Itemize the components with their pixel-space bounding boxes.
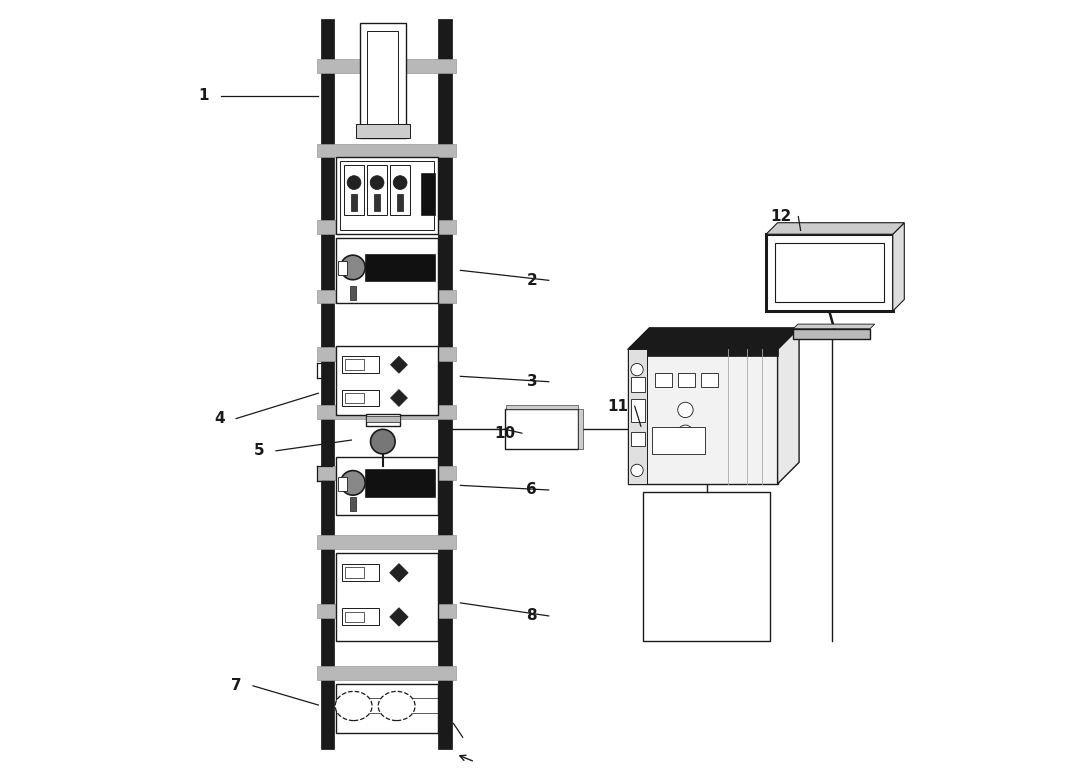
Bar <box>700 373 718 387</box>
Bar <box>317 290 455 303</box>
Bar <box>338 261 346 275</box>
Bar <box>317 59 455 73</box>
Bar <box>342 389 379 406</box>
Bar <box>628 349 647 484</box>
Bar <box>678 373 695 387</box>
Bar <box>336 553 438 641</box>
Bar <box>628 349 778 356</box>
Bar <box>506 405 578 409</box>
Text: 8: 8 <box>527 608 537 624</box>
Bar <box>340 161 434 230</box>
Text: 1: 1 <box>199 88 209 104</box>
Bar <box>390 165 410 215</box>
Circle shape <box>341 471 365 495</box>
Circle shape <box>631 363 643 376</box>
Bar <box>317 347 455 361</box>
Bar <box>365 253 435 281</box>
Bar <box>317 666 455 680</box>
Bar <box>345 359 365 370</box>
Ellipse shape <box>336 691 372 720</box>
Polygon shape <box>390 607 408 626</box>
Bar <box>421 173 435 215</box>
Bar <box>366 416 399 422</box>
Bar <box>336 684 438 733</box>
Bar <box>350 497 356 511</box>
Bar <box>359 23 406 138</box>
Circle shape <box>370 429 395 454</box>
Circle shape <box>631 464 643 476</box>
Bar <box>365 469 435 497</box>
Text: 11: 11 <box>607 399 628 414</box>
Bar <box>351 194 357 211</box>
Bar <box>366 414 399 426</box>
Bar <box>342 608 379 625</box>
Circle shape <box>678 402 693 418</box>
Bar <box>317 405 455 419</box>
Bar <box>350 286 356 300</box>
Bar <box>317 220 455 234</box>
Bar <box>336 457 438 515</box>
Circle shape <box>347 176 361 190</box>
Circle shape <box>678 425 693 441</box>
Polygon shape <box>793 324 875 329</box>
Bar <box>793 329 870 339</box>
Polygon shape <box>892 223 904 311</box>
Bar <box>345 568 365 578</box>
Bar <box>628 349 778 484</box>
Circle shape <box>393 176 407 190</box>
Bar <box>776 243 884 302</box>
Text: 12: 12 <box>770 209 792 224</box>
Bar <box>397 194 404 211</box>
Bar <box>374 194 380 211</box>
Bar <box>343 165 365 215</box>
Polygon shape <box>628 328 800 349</box>
Polygon shape <box>390 564 408 582</box>
Bar <box>505 409 578 449</box>
Text: 4: 4 <box>214 411 224 426</box>
Bar <box>356 124 410 138</box>
Bar <box>345 611 365 622</box>
Polygon shape <box>628 328 800 349</box>
Circle shape <box>370 176 384 190</box>
Bar <box>317 535 455 549</box>
Bar <box>653 428 705 455</box>
Ellipse shape <box>379 691 415 720</box>
Bar <box>766 234 892 311</box>
Text: 7: 7 <box>231 678 242 694</box>
Text: 6: 6 <box>527 482 537 498</box>
Bar <box>631 432 645 446</box>
Polygon shape <box>391 356 408 373</box>
Polygon shape <box>766 223 904 234</box>
Bar <box>345 392 365 403</box>
Bar <box>342 564 379 581</box>
Bar <box>368 31 398 131</box>
Bar <box>655 373 671 387</box>
Bar <box>631 399 645 422</box>
Bar <box>367 165 387 215</box>
Text: 5: 5 <box>254 443 264 458</box>
Bar <box>317 604 455 618</box>
Text: 3: 3 <box>527 374 537 389</box>
Bar <box>631 377 645 392</box>
Bar <box>320 19 334 749</box>
Circle shape <box>341 255 365 280</box>
Bar <box>336 238 438 303</box>
Polygon shape <box>391 389 408 406</box>
Bar <box>338 477 346 491</box>
Polygon shape <box>778 328 800 484</box>
Bar <box>342 356 379 373</box>
Text: 10: 10 <box>494 425 516 441</box>
Bar <box>578 409 583 449</box>
Bar <box>438 19 452 749</box>
Bar <box>336 346 438 415</box>
Bar <box>643 492 770 641</box>
Bar <box>336 157 438 234</box>
Bar <box>317 144 455 157</box>
Bar <box>317 466 455 480</box>
Text: 2: 2 <box>527 273 537 288</box>
Text: 9: 9 <box>440 730 451 745</box>
